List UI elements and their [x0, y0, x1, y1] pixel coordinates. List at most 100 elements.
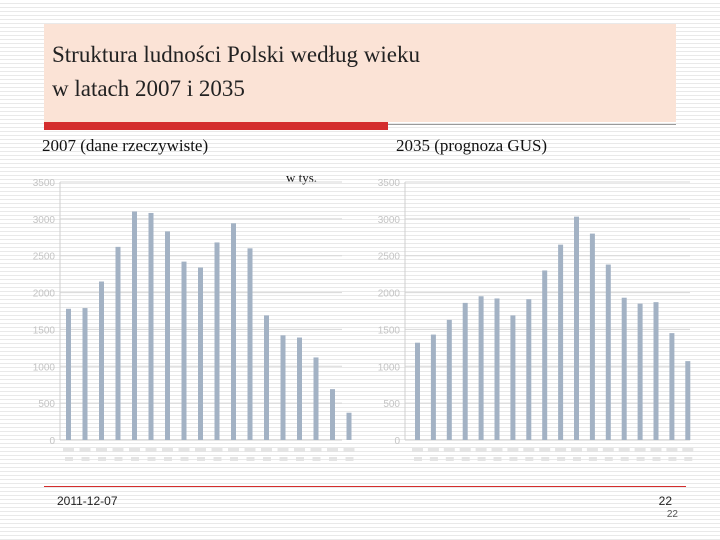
x-tick-label-faded — [443, 448, 455, 452]
x-tick-label-faded — [147, 457, 156, 461]
x-tick-label-faded — [571, 448, 582, 452]
x-tick-label-faded — [507, 448, 519, 452]
y-tick-label: 1000 — [378, 362, 401, 373]
chart-2007: 0 500 1000 1500 2000 2500 3000 3500 — [33, 178, 355, 461]
y-tick-label: 3500 — [378, 178, 401, 189]
x-tick-label-faded — [445, 457, 454, 461]
bar — [165, 231, 170, 440]
x-tick-label-faded — [114, 457, 123, 461]
x-tick-label-faded — [682, 448, 694, 452]
x-tick-label-faded — [246, 457, 255, 461]
x-tick-label-faded — [650, 448, 662, 452]
unit-label: w tys. — [286, 170, 318, 185]
x-tick-label-faded — [345, 457, 354, 461]
x-tick-label-faded — [343, 448, 355, 452]
chart-2035: 0 500 1000 1500 2000 2500 3000 3500 — [378, 178, 694, 461]
x-tick-label-faded — [491, 448, 503, 452]
x-tick-label-faded — [164, 457, 172, 461]
x-tick-label-faded — [555, 448, 567, 452]
y-tick-label: 3500 — [33, 178, 56, 189]
x-tick-label-faded — [604, 457, 613, 461]
x-tick-label-faded — [459, 448, 471, 452]
x-tick-label-faded — [618, 448, 630, 452]
x-tick-label-faded — [263, 457, 271, 461]
y-tick-label: 0 — [394, 436, 400, 447]
x-tick-label-faded — [652, 457, 661, 461]
bar — [637, 303, 643, 440]
x-tick-label-faded — [509, 457, 518, 461]
x-tick-label-faded — [620, 457, 629, 461]
bar — [653, 302, 659, 440]
y-tick-label: 2000 — [33, 289, 56, 300]
bar — [494, 298, 500, 440]
bar — [415, 342, 420, 440]
bar — [214, 242, 220, 440]
x-tick-label-faded — [211, 448, 223, 452]
x-tick-label-faded — [573, 457, 581, 461]
x-tick-label-faded — [602, 448, 614, 452]
x-tick-label-faded — [261, 448, 272, 452]
bar — [330, 389, 335, 440]
bar — [685, 361, 691, 440]
bar — [478, 296, 484, 440]
x-tick-label-faded — [180, 457, 189, 461]
bar — [526, 299, 532, 440]
x-tick-label-faded — [129, 448, 140, 452]
slide-title-line2: w latach 2007 i 2035 — [52, 76, 245, 101]
y-tick-label: 2500 — [378, 252, 401, 263]
x-tick-label-faded — [294, 448, 305, 452]
x-tick-label-faded — [277, 448, 289, 452]
y-tick-label: 2000 — [378, 289, 401, 300]
x-tick-label-faded — [131, 457, 139, 461]
x-tick-label-faded — [493, 457, 502, 461]
x-tick-label-faded — [429, 457, 438, 461]
bar — [297, 337, 302, 440]
x-tick-label-faded — [539, 448, 551, 452]
x-tick-label-faded — [586, 448, 598, 452]
bar — [264, 315, 269, 440]
bar — [430, 334, 436, 440]
bar — [148, 212, 154, 440]
bar — [605, 264, 611, 440]
bar — [82, 308, 88, 440]
title-divider — [388, 124, 676, 125]
bar — [346, 412, 352, 440]
bar — [247, 248, 253, 440]
bar — [510, 315, 516, 440]
x-tick-label-faded — [162, 448, 173, 452]
title-accent-bar — [44, 122, 388, 130]
x-tick-label-faded — [195, 448, 206, 452]
x-tick-label-faded — [244, 448, 256, 452]
x-tick-label-faded — [588, 457, 597, 461]
bar — [231, 223, 236, 440]
x-tick-label-faded — [477, 457, 486, 461]
x-tick-label-faded — [63, 448, 74, 452]
x-tick-label-faded — [557, 457, 566, 461]
x-tick-label-faded — [228, 448, 239, 452]
x-tick-label-faded — [329, 457, 337, 461]
bar — [574, 216, 579, 440]
bar — [115, 246, 121, 440]
x-tick-label-faded — [327, 448, 338, 452]
chart-title-2007: 2007 (dane rzeczywiste) — [42, 136, 209, 155]
x-tick-label-faded — [310, 448, 322, 452]
x-tick-label-faded — [145, 448, 157, 452]
x-tick-label-faded — [541, 457, 550, 461]
x-tick-label-faded — [475, 448, 487, 452]
bar — [462, 302, 468, 440]
bar — [198, 267, 203, 440]
bar — [99, 281, 104, 440]
bar — [132, 211, 137, 440]
y-tick-label: 3000 — [33, 215, 56, 226]
y-tick-label: 1000 — [33, 362, 56, 373]
title-box: Struktura ludności Polski według wieku w… — [44, 24, 676, 122]
x-tick-label-faded — [427, 448, 439, 452]
x-tick-label-faded — [98, 457, 106, 461]
x-tick-label-faded — [197, 457, 205, 461]
bar — [181, 261, 187, 440]
x-tick-label-faded — [684, 457, 693, 461]
page-number: 22 — [658, 494, 672, 508]
y-tick-label: 3000 — [378, 215, 401, 226]
x-tick-label-faded — [636, 457, 645, 461]
bar — [66, 308, 71, 440]
